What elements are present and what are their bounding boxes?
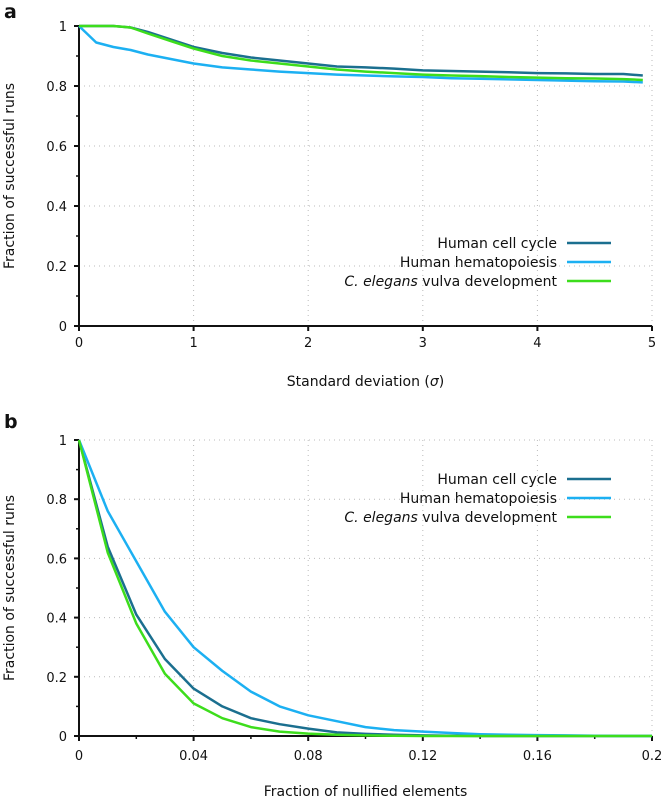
legend-label-text: Human cell cycle	[437, 236, 557, 252]
x-tick-label: 0	[75, 749, 83, 764]
panel-label: b	[4, 411, 18, 433]
legend-label-text: Human hematopoiesis	[400, 491, 557, 507]
y-tick-label: 0.2	[46, 671, 67, 686]
x-axis-label-text: Fraction of nullified elements	[264, 784, 468, 799]
series-line-2	[79, 24, 643, 82]
series-line-0	[79, 24, 643, 77]
y-tick-label: 0.8	[46, 80, 67, 95]
legend-label-italic: C. elegans	[344, 274, 417, 290]
y-tick-label: 1	[59, 434, 67, 449]
x-tick-label: 0.2	[642, 749, 663, 764]
x-tick-label: 0.04	[179, 749, 208, 764]
x-tick-label: 4	[533, 336, 541, 351]
y-tick-label: 0.4	[46, 612, 67, 627]
series-line-0	[77, 439, 652, 738]
legend-label-italic: C. elegans	[344, 510, 417, 526]
y-tick-label: 0	[59, 730, 67, 745]
x-tick-label: 2	[304, 336, 312, 351]
y-tick-label: 0.2	[46, 260, 67, 275]
panel-b: b 0 0.2 0.4 0.6 0.8 1 0 0.04 0.08 0.12 0.16 0.2 Fract…	[2, 411, 662, 799]
panel-label: a	[4, 1, 17, 23]
legend-label: C. elegans vulva development	[344, 510, 557, 526]
x-axis-label-text: Standard deviation (	[287, 374, 430, 390]
x-tick-label: 0.12	[408, 749, 437, 764]
series-line-1	[78, 25, 643, 84]
series-line-2	[77, 439, 652, 738]
y-tick-label: 0	[59, 320, 67, 335]
legend-label: Human hematopoiesis	[400, 491, 557, 507]
legend-label-text: Human hematopoiesis	[400, 255, 557, 271]
legend-label-text: Human cell cycle	[437, 472, 557, 488]
panel-a: a 0 0.2 0.4 0.6 0.8 1 0 1 2 3 4 5 Standard deviation …	[2, 1, 656, 390]
x-tick-label: 0.08	[294, 749, 323, 764]
legend-label: C. elegans vulva development	[344, 274, 557, 290]
x-axis-label-suffix: )	[439, 374, 444, 390]
x-axis-label: Standard deviation (σ)	[287, 374, 444, 390]
y-tick-label: 0.4	[46, 200, 67, 215]
x-tick-label: 3	[419, 336, 427, 351]
legend-label: Human hematopoiesis	[400, 255, 557, 271]
y-axis-label: Fraction of successful runs	[2, 83, 18, 269]
x-axis-label: Fraction of nullified elements	[264, 784, 468, 799]
legend-label: Human cell cycle	[437, 472, 557, 488]
series-line-1	[77, 439, 652, 738]
x-tick-label: 0.16	[523, 749, 552, 764]
x-tick-label: 1	[189, 336, 197, 351]
y-tick-label: 0.6	[46, 552, 67, 567]
x-tick-label: 5	[648, 336, 656, 351]
y-tick-label: 1	[59, 20, 67, 35]
legend-label-text: vulva development	[418, 510, 558, 526]
y-tick-label: 0.8	[46, 493, 67, 508]
x-tick-label: 0	[75, 336, 83, 351]
legend-label-text: vulva development	[418, 274, 558, 290]
x-axis-label-symbol: σ	[430, 374, 440, 390]
y-axis-label: Fraction of successful runs	[2, 495, 18, 681]
legend-label: Human cell cycle	[437, 236, 557, 252]
y-tick-label: 0.6	[46, 140, 67, 155]
